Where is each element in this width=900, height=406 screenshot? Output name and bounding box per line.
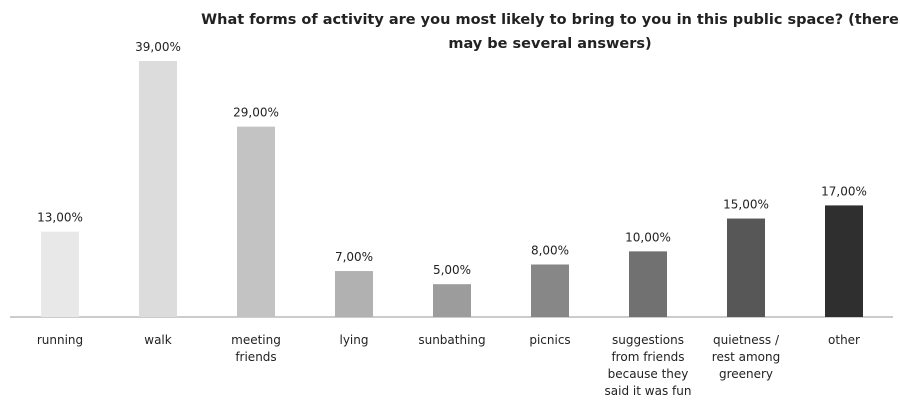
data-label-1: 13,00% bbox=[37, 211, 83, 225]
data-label-4: 7,00% bbox=[335, 250, 373, 264]
tick-label-line: rest among bbox=[712, 350, 780, 364]
tick-label-8: quietness / rest among greenery bbox=[712, 333, 780, 381]
bar-8 bbox=[727, 218, 765, 317]
tick-label-line: from friends bbox=[611, 350, 684, 364]
bar-7 bbox=[629, 251, 667, 317]
tick-label-7: suggestions from friends because they said … bbox=[605, 333, 692, 398]
bar-6 bbox=[531, 264, 569, 317]
data-label-9: 17,00% bbox=[821, 184, 867, 198]
tick-label-line: lying bbox=[340, 333, 369, 347]
tick-label-line: running bbox=[37, 333, 83, 347]
tick-label-1: running bbox=[37, 333, 83, 347]
data-label-2: 39,00% bbox=[135, 40, 181, 54]
tick-label-9: other bbox=[828, 333, 860, 347]
tick-label-5: sunbathing bbox=[418, 333, 485, 347]
chart-title: What forms of activity are you most like… bbox=[201, 12, 899, 52]
tick-label-line: sunbathing bbox=[418, 333, 485, 347]
tick-label-2: walk bbox=[144, 333, 172, 347]
bar-1 bbox=[41, 231, 79, 317]
tick-label-line: quietness / bbox=[713, 333, 780, 347]
tick-label-3: meeting friends bbox=[231, 333, 281, 364]
data-label-8: 15,00% bbox=[723, 198, 769, 212]
tick-label-line: because they bbox=[608, 367, 689, 381]
bar-5 bbox=[433, 284, 471, 317]
tick-label-line: meeting bbox=[231, 333, 281, 347]
tick-label-line: suggestions bbox=[612, 333, 684, 347]
tick-label-line: picnics bbox=[529, 333, 570, 347]
tick-label-line: said it was fun bbox=[605, 384, 692, 398]
data-label-7: 10,00% bbox=[625, 230, 671, 244]
data-label-6: 8,00% bbox=[531, 243, 569, 257]
tick-label-4: lying bbox=[340, 333, 369, 347]
bar-2 bbox=[139, 61, 177, 317]
data-label-5: 5,00% bbox=[433, 263, 471, 277]
bar-4 bbox=[335, 271, 373, 317]
tick-label-line: friends bbox=[235, 350, 276, 364]
data-label-3: 29,00% bbox=[233, 106, 279, 120]
tick-label-line: other bbox=[828, 333, 860, 347]
bar-9 bbox=[825, 205, 863, 317]
tick-label-6: picnics bbox=[529, 333, 570, 347]
tick-label-line: greenery bbox=[719, 367, 773, 381]
bar-3 bbox=[237, 126, 275, 318]
tick-label-line: walk bbox=[144, 333, 172, 347]
